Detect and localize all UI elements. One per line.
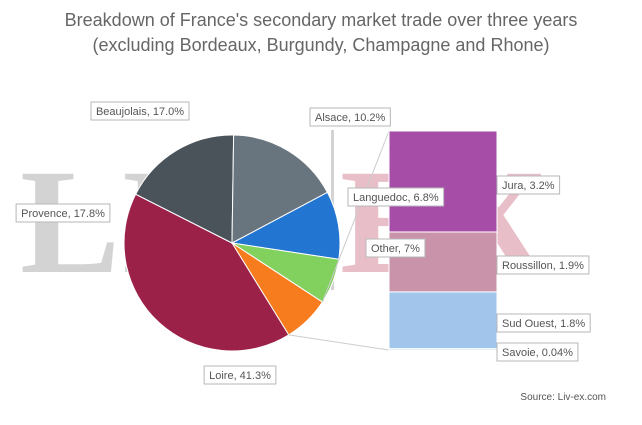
pie-slice-provence-label-text: Provence, 17.8% [21, 208, 105, 220]
bar-segment-savoie-label-text: Savoie, 0.04% [502, 347, 573, 359]
bar-segment-jura [388, 130, 498, 233]
pie-slice-loire-label: Loire, 41.3% [203, 365, 277, 385]
pie-slice-beaujolais-label: Beaujolais, 17.0% [90, 101, 190, 121]
pie-slice-loire [123, 193, 290, 352]
pie-slice-other-label-text: Other, 7% [371, 243, 420, 255]
data-labels: Alsace, 10.2% Languedoc, 6.8% Other, 7% Loi… [15, 101, 591, 385]
breakdown-stacked-bar [388, 130, 498, 351]
bar-segment-jura-label: Jura, 3.2% [496, 175, 561, 195]
pie-slice-other-label: Other, 7% [365, 238, 426, 258]
pie-slice-provence-label: Provence, 17.8% [15, 203, 111, 223]
pie-slice-languedoc-label-text: Languedoc, 6.8% [353, 192, 439, 204]
bar-segment-savoie [388, 348, 498, 351]
bar-segment-sud-ouest-label: Sud Ouest, 1.8% [496, 313, 591, 333]
chart-title: Breakdown of France's secondary market t… [0, 8, 642, 58]
pie-slice-alsace-label: Alsace, 10.2% [309, 107, 391, 127]
pie-slice-beaujolais-label-text: Beaujolais, 17.0% [96, 106, 184, 118]
bar-segment-savoie-label: Savoie, 0.04% [496, 342, 579, 362]
bar-segment-jura-label-text: Jura, 3.2% [502, 180, 555, 192]
breakdown-connectors [288, 130, 390, 351]
pie-slice-languedoc-label: Languedoc, 6.8% [347, 187, 445, 207]
pie-slice-alsace-label-text: Alsace, 10.2% [315, 112, 386, 124]
chart-title-line-1: Breakdown of France's secondary market t… [64, 10, 578, 30]
bar-segment-roussillon-label: Roussillon, 1.9% [496, 255, 590, 275]
connector-top [321, 130, 390, 303]
connector-bottom [288, 334, 390, 351]
bar-segment-roussillon-label-text: Roussillon, 1.9% [502, 260, 584, 272]
pie-slice-provence [134, 134, 235, 244]
chart-title-line-2: (excluding Bordeaux, Burgundy, Champagne… [92, 35, 550, 55]
pie-slices [123, 134, 341, 352]
bar-segment-sud-ouest-label-text: Sud Ouest, 1.8% [502, 318, 585, 330]
bar-segment-sud-ouest [388, 291, 498, 350]
source-note: Source: Liv-ex.com [520, 392, 606, 403]
pie-slice-beaujolais [231, 134, 329, 244]
pie-slice-loire-label-text: Loire, 41.3% [209, 370, 271, 382]
